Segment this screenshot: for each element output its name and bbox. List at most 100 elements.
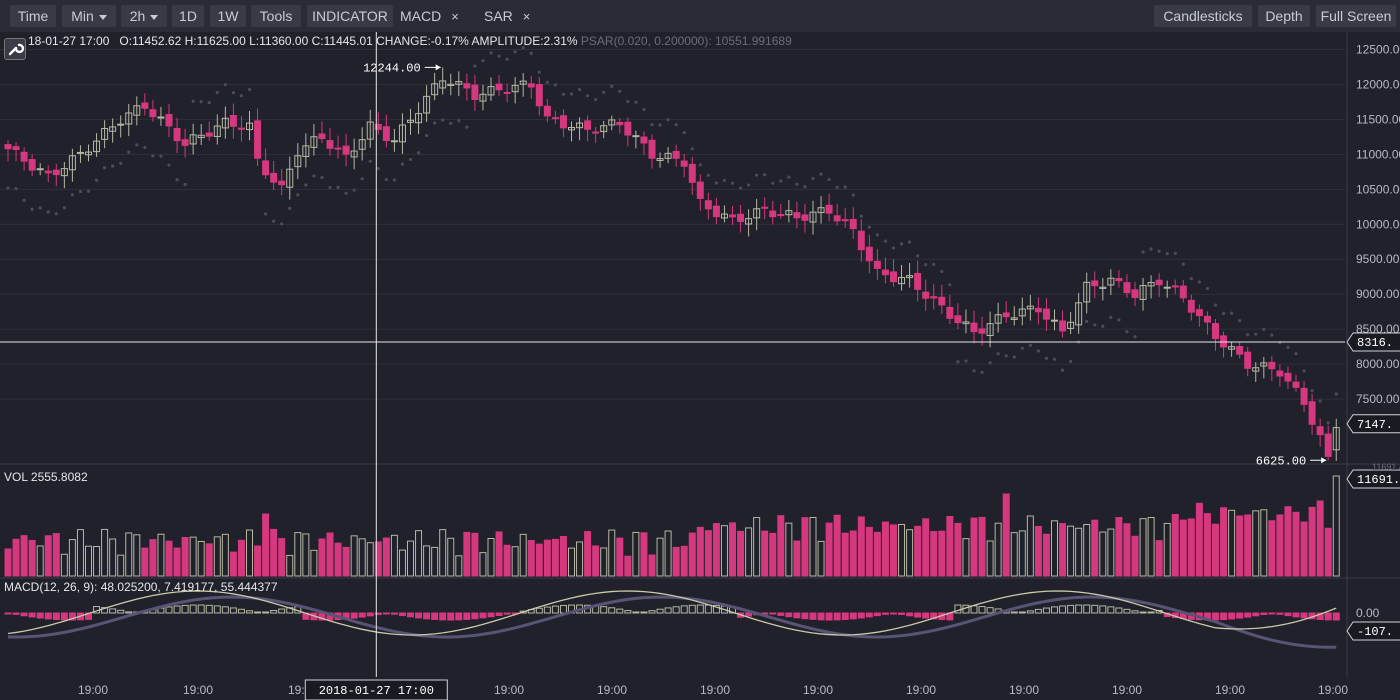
candle-body: [1236, 346, 1244, 355]
macd-histogram-bar: [543, 606, 551, 614]
fullscreen-button[interactable]: Full Screen: [1316, 5, 1396, 27]
psar-dot: [1125, 330, 1129, 334]
volume-bar: [849, 530, 857, 577]
candle-body: [954, 315, 962, 324]
candle: [254, 108, 262, 166]
volume-bar: [463, 531, 471, 577]
indicator-button[interactable]: INDICATOR: [307, 5, 393, 27]
candle-body: [1171, 285, 1179, 288]
price-tick-label: 8000.00: [1356, 357, 1400, 371]
1d-button[interactable]: 1D: [172, 5, 204, 27]
candle-body: [101, 127, 109, 140]
volume-bar: [133, 534, 141, 577]
psar-dot: [143, 145, 147, 150]
psar-dot: [738, 186, 743, 190]
macd-histogram-bar: [1244, 612, 1252, 618]
volume-bar: [278, 538, 286, 577]
volume-bar: [503, 544, 511, 577]
candle: [1268, 356, 1276, 382]
candle: [898, 264, 906, 291]
macd-histogram-bar: [20, 612, 28, 617]
macd-histogram-bar: [1332, 612, 1340, 621]
1w-button[interactable]: 1W: [210, 5, 246, 27]
candle: [825, 193, 833, 222]
candle-body: [616, 121, 624, 126]
psar-dot: [682, 131, 686, 135]
macd-histogram-bar: [246, 610, 253, 614]
psar-dot: [296, 193, 300, 197]
macd-label: MACD: [400, 8, 442, 24]
candle: [28, 154, 36, 177]
psar-dot: [384, 178, 388, 182]
candle: [1276, 364, 1284, 387]
candle-body: [761, 206, 769, 209]
psar-dot: [1310, 389, 1314, 393]
macd-dif-line: [7, 590, 1337, 636]
x-tick-label: 19:00: [700, 683, 730, 697]
psar-dot: [433, 121, 437, 125]
macd-value-tag-box: [1346, 621, 1400, 641]
macd-histogram-bar: [1292, 612, 1300, 618]
ohlc-change: CHANGE:-0.17%: [376, 34, 469, 48]
macd-histogram-bar: [1147, 611, 1155, 614]
toolbar: Time Min 2h 1D 1W Tools INDICATOR MACD × …: [0, 0, 1400, 32]
candle: [906, 263, 914, 288]
volume-bar: [125, 532, 133, 577]
price-chart[interactable]: 12500.00 12000.00 11500.00 11000.00 10500.00…: [0, 32, 1400, 700]
min-dropdown[interactable]: Min: [62, 5, 116, 27]
psar-dot: [642, 107, 646, 112]
volume-bar: [600, 547, 608, 577]
candle: [527, 76, 535, 99]
candle: [181, 128, 189, 158]
time-button[interactable]: Time: [10, 5, 56, 27]
candle-body: [398, 124, 406, 143]
candle: [278, 168, 286, 196]
candle: [584, 115, 592, 142]
macd-histogram-bar: [608, 607, 616, 614]
candle-body: [1075, 302, 1083, 326]
depth-button[interactable]: Depth: [1258, 5, 1310, 27]
macd-histogram-bar: [423, 612, 431, 620]
macd-histogram-bar: [374, 612, 382, 616]
macd-histogram-bar: [1284, 612, 1292, 617]
candle: [85, 144, 92, 162]
psar-dot: [1093, 323, 1097, 327]
psar-dot: [6, 186, 10, 190]
close-icon[interactable]: ×: [451, 9, 459, 24]
psar-dot: [1189, 276, 1193, 281]
volume-bar: [36, 545, 44, 577]
macd-histogram-bar: [382, 612, 390, 615]
volume-bar: [1123, 523, 1131, 577]
close-icon[interactable]: ×: [522, 9, 531, 24]
candle: [439, 67, 447, 95]
macd-histogram-bar: [688, 604, 696, 614]
tools-button[interactable]: Tools: [251, 5, 301, 27]
volume-bar: [1067, 525, 1075, 577]
interval-dropdown[interactable]: 2h: [121, 5, 167, 27]
wrench-icon[interactable]: [4, 38, 26, 60]
candle: [165, 104, 173, 138]
psar-dot: [1205, 286, 1210, 291]
macd-histogram-bar: [825, 612, 833, 621]
candle-body: [431, 83, 439, 96]
candle: [60, 161, 68, 189]
volume-bar: [366, 542, 374, 577]
macd-histogram-bar: [1139, 611, 1147, 614]
volume-bar: [1091, 519, 1099, 577]
arrow-head-icon: [1321, 457, 1327, 464]
price-tick-label: 9000.00: [1356, 287, 1400, 301]
volume-bar: [519, 533, 527, 577]
volume-bar: [1042, 533, 1050, 577]
macd-histogram-bar: [801, 612, 809, 620]
candle: [237, 116, 245, 142]
candle-body: [696, 181, 704, 199]
candle: [398, 113, 406, 154]
volume-bar: [865, 526, 873, 577]
candlesticks-button[interactable]: Candlesticks: [1154, 5, 1252, 27]
volume-bar: [1083, 524, 1091, 577]
volume-bar: [101, 528, 109, 577]
psar-dot: [1004, 354, 1008, 358]
macd-histogram-bar: [857, 612, 865, 619]
volume-bar: [656, 537, 664, 577]
volume-bar: [1034, 525, 1042, 577]
